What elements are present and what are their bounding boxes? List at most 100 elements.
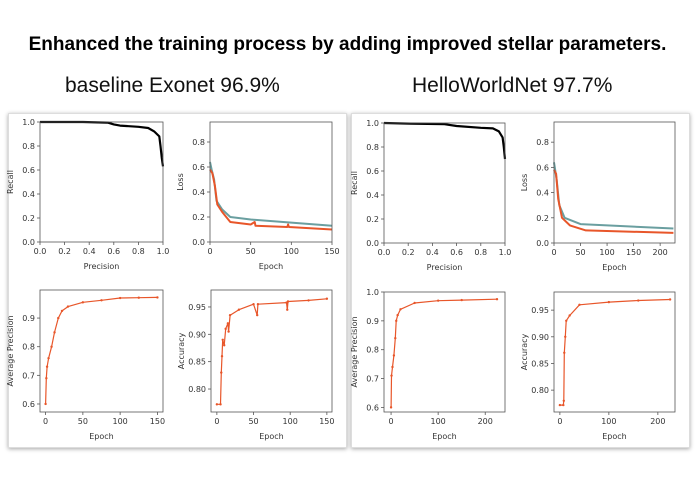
right-ap-point <box>394 336 397 340</box>
y-tick-label: 0.6 <box>536 163 549 172</box>
right-ap-point <box>436 299 440 302</box>
y-tick-label: 0.7 <box>22 371 35 380</box>
x-axis-label: Epoch <box>259 262 284 271</box>
left-acc-point <box>256 313 259 317</box>
y-axis-label: Accuracy <box>520 333 529 370</box>
left-pr-series-0-line <box>40 120 165 167</box>
left-loss-series-0-line <box>209 161 333 227</box>
x-tick-label: 150 <box>319 417 334 426</box>
left-acc-point <box>219 403 222 406</box>
left-ap-point <box>81 301 85 304</box>
y-axis-label: Recall <box>350 171 359 195</box>
left-ap-point <box>50 345 53 348</box>
y-tick-label: 0.8 <box>536 138 549 147</box>
left-acc-point <box>220 354 224 358</box>
y-axis-label: Loss <box>176 173 185 191</box>
left-loss-series-1-line <box>209 168 333 231</box>
right-acc-point <box>568 314 571 317</box>
left-acc-axes-frame <box>210 289 333 413</box>
left-acc-point <box>325 297 329 300</box>
right-ap-point <box>460 298 463 302</box>
right-acc-point <box>564 335 567 338</box>
left-ap-point <box>45 377 48 380</box>
right-ap-chart: 0 100 200 0.6 0.7 0.8 0.9 1.0 Epoch Average Preci… <box>350 288 506 441</box>
y-tick-label: 0.85 <box>188 358 206 367</box>
right-subtitle: HelloWorldNet 97.7% <box>412 74 613 97</box>
x-tick-label: 50 <box>78 417 88 426</box>
x-tick-label: 0.2 <box>402 248 415 257</box>
right-loss-series-1-line <box>553 169 674 234</box>
y-tick-label: 0.4 <box>192 188 205 197</box>
right-acc-point <box>637 299 640 302</box>
left-ap-point <box>44 402 47 406</box>
y-tick-label: 0.8 <box>22 343 35 352</box>
y-tick-label: 0.7 <box>366 375 379 384</box>
right-pr-axes-frame <box>383 122 506 244</box>
right-ap-series-0-line <box>390 298 498 408</box>
y-tick-label: 0.85 <box>531 359 549 368</box>
y-tick-label: 0.4 <box>22 190 35 199</box>
x-tick-label: 100 <box>599 248 614 257</box>
right-loss-chart: 0 50 100 150 200 0.0 0.2 0.4 0.6 0.8 Epoch Loss <box>520 121 676 272</box>
left-acc-point <box>226 322 230 325</box>
y-tick-label: 0.4 <box>536 189 549 198</box>
y-tick-label: 0.4 <box>366 191 379 200</box>
y-tick-label: 0.9 <box>366 317 379 326</box>
x-axis-label: Epoch <box>432 432 457 441</box>
y-tick-label: 0.8 <box>22 142 35 151</box>
right-loss-series-0-line <box>553 162 674 230</box>
right-acc-point <box>565 319 568 322</box>
y-tick-label: 0.0 <box>22 238 35 247</box>
y-tick-label: 0.6 <box>22 400 35 409</box>
left-acc-series-0-line <box>216 298 327 405</box>
y-tick-label: 0.2 <box>536 214 549 223</box>
x-axis-label: Epoch <box>89 432 114 441</box>
slide-title: Enhanced the training process by adding … <box>28 34 667 55</box>
y-tick-label: 1.0 <box>22 118 35 127</box>
left-acc-point <box>227 330 230 333</box>
y-tick-label: 0.6 <box>366 403 379 412</box>
right-acc-axes-frame <box>553 291 676 413</box>
x-axis-label: Precision <box>427 263 463 272</box>
left-acc-point <box>286 300 290 303</box>
left-acc-chart: 0 50 100 150 0.80 0.85 0.90 0.95 Epoch Accuracy <box>177 289 335 441</box>
y-tick-label: 0.0 <box>366 239 379 248</box>
right-ap-point <box>413 301 416 305</box>
x-tick-label: 0.0 <box>34 247 47 256</box>
left-acc-point <box>215 403 219 406</box>
y-tick-label: 0.90 <box>531 333 549 342</box>
left-acc-point <box>220 371 223 374</box>
left-ap-chart: 0 50 100 150 0.6 0.7 0.8 0.9 Epoch Average Precis… <box>6 289 165 441</box>
y-tick-label: 0.2 <box>366 215 379 224</box>
x-tick-label: 0.8 <box>474 248 487 257</box>
x-tick-label: 0 <box>207 247 212 256</box>
left-acc-point <box>256 303 260 306</box>
right-ap-point <box>390 374 393 377</box>
x-tick-label: 200 <box>652 248 667 257</box>
right-ap-point <box>495 298 499 301</box>
x-tick-label: 150 <box>324 247 339 256</box>
right-ap-point <box>389 406 393 409</box>
x-tick-label: 0 <box>43 417 48 426</box>
left-pr-axes-frame <box>39 121 164 243</box>
y-tick-label: 0.80 <box>188 385 206 394</box>
x-tick-label: 0.4 <box>83 247 96 256</box>
y-tick-label: 0.6 <box>22 166 35 175</box>
left-loss-axes-frame <box>209 121 333 243</box>
y-axis-label: Recall <box>6 170 15 194</box>
y-tick-label: 0.0 <box>536 239 549 248</box>
x-axis-label: Epoch <box>602 263 627 272</box>
right-acc-point <box>607 300 611 304</box>
left-ap-point <box>60 309 64 313</box>
x-tick-label: 0 <box>551 248 556 257</box>
x-tick-label: 200 <box>650 417 665 426</box>
y-tick-label: 0.8 <box>366 143 379 152</box>
y-axis-label: Loss <box>520 174 529 192</box>
left-ap-point <box>45 365 49 368</box>
y-tick-label: 0.9 <box>22 314 35 323</box>
left-acc-point <box>252 303 255 306</box>
left-ap-point <box>100 299 103 302</box>
right-ap-point <box>399 308 402 311</box>
x-tick-label: 50 <box>248 417 258 426</box>
x-tick-label: 100 <box>112 417 127 426</box>
